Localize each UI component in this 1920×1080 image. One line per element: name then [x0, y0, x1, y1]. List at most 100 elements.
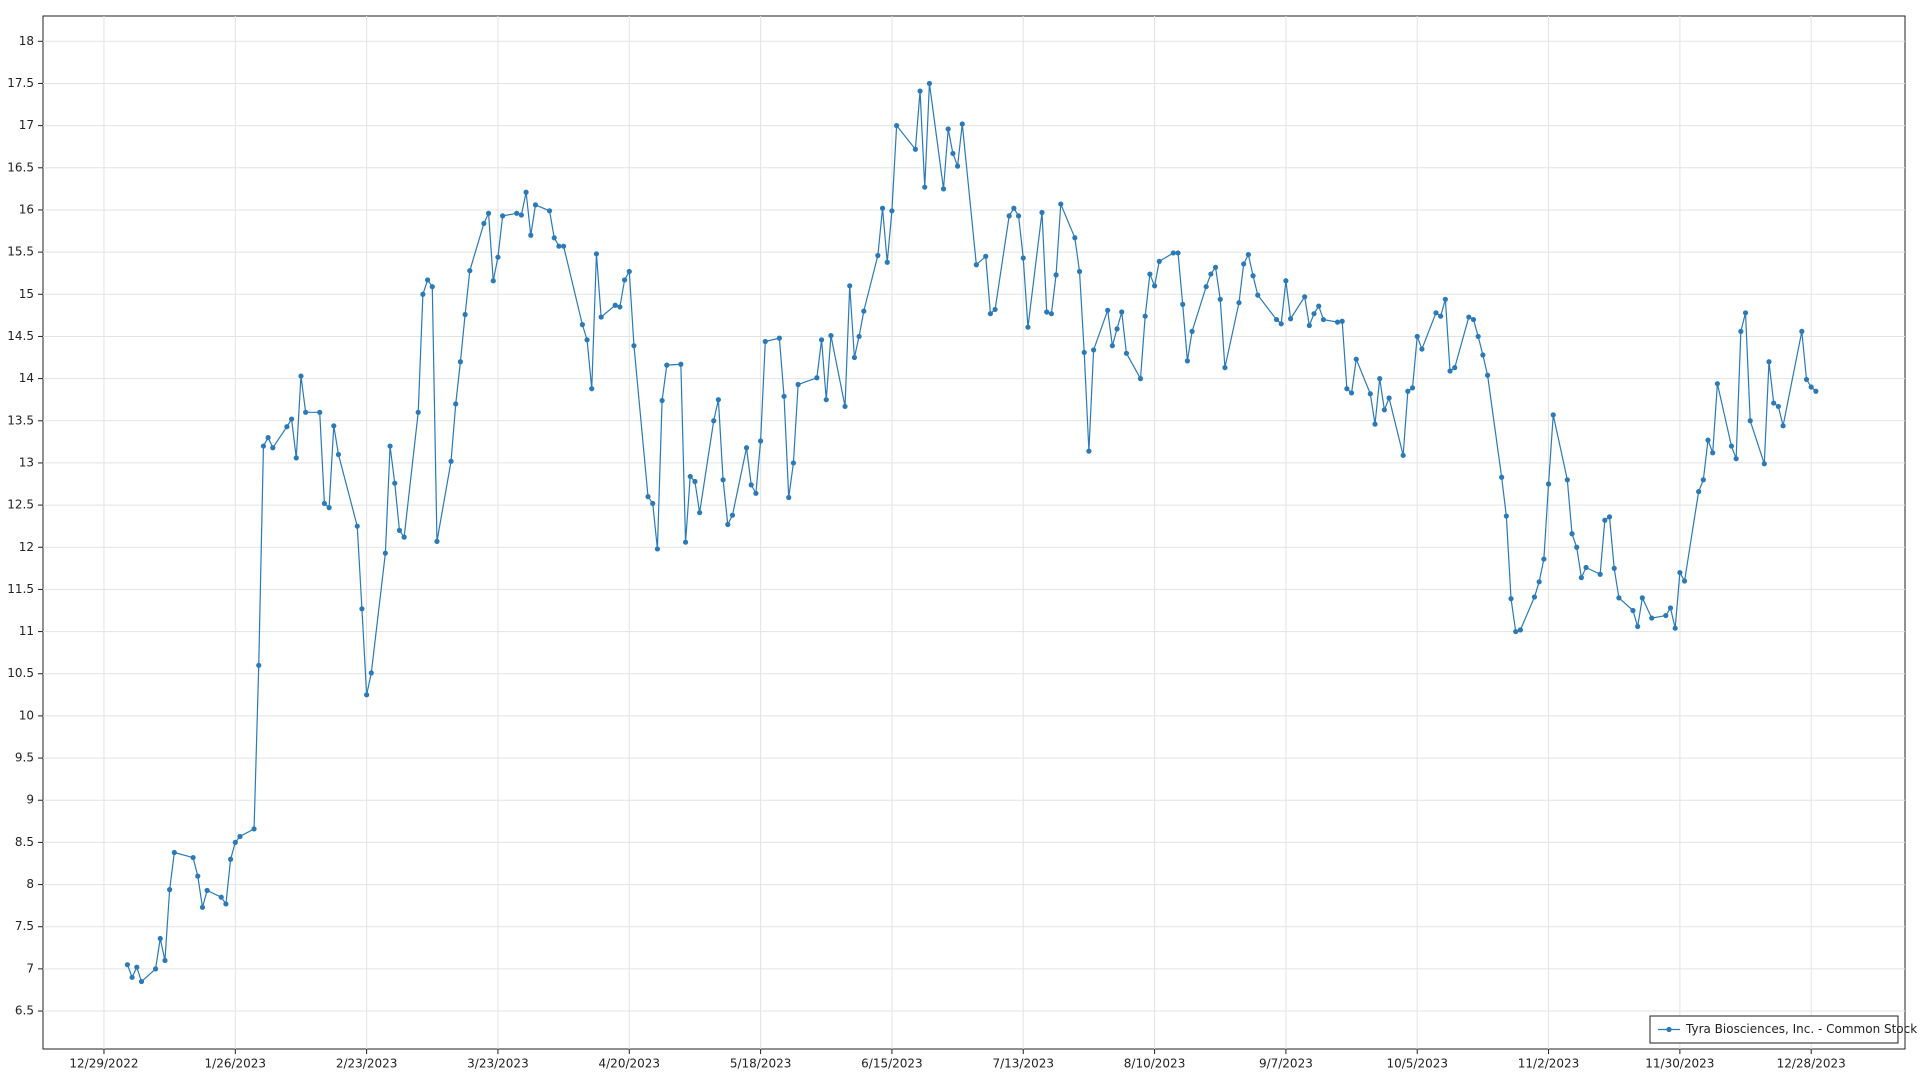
- data-point: [1287, 316, 1294, 322]
- data-point: [1808, 384, 1814, 390]
- data-point: [842, 403, 848, 410]
- y-tick-label: 10: [19, 708, 34, 722]
- data-point: [1733, 456, 1739, 462]
- y-tick-label: 12: [19, 540, 34, 554]
- data-point: [1386, 395, 1392, 401]
- data-point: [251, 826, 257, 832]
- data-point: [894, 123, 900, 129]
- data-point: [256, 662, 262, 668]
- data-point: [420, 291, 426, 297]
- data-point: [664, 362, 670, 368]
- data-point: [1480, 352, 1486, 358]
- data-point: [1348, 390, 1355, 396]
- data-point: [617, 304, 623, 310]
- legend-label: Tyra Biosciences, Inc. - Common Stock: [1685, 1022, 1917, 1036]
- data-point: [434, 538, 440, 544]
- y-tick-label: 9.5: [15, 751, 34, 765]
- data-point: [743, 445, 750, 451]
- data-point: [631, 343, 637, 349]
- data-point: [561, 243, 567, 249]
- data-point: [429, 284, 435, 290]
- data-point: [912, 146, 918, 152]
- data-point: [621, 277, 628, 283]
- data-point: [1742, 310, 1749, 316]
- data-point: [1728, 443, 1735, 449]
- data-point: [697, 510, 703, 516]
- y-tick-label: 7.5: [15, 919, 34, 933]
- data-point: [171, 849, 177, 856]
- data-point: [818, 337, 825, 343]
- data-point: [167, 887, 173, 893]
- data-point: [687, 473, 693, 480]
- data-point: [204, 887, 210, 894]
- data-point: [1442, 296, 1448, 302]
- data-point: [711, 418, 717, 424]
- data-point: [232, 839, 238, 846]
- data-point: [1470, 316, 1477, 323]
- legend-marker: [1666, 1026, 1672, 1033]
- data-point: [1039, 209, 1045, 216]
- data-point: [1011, 205, 1017, 211]
- series-line: [126, 83, 1817, 983]
- data-point: [781, 393, 787, 399]
- data-point: [288, 416, 295, 422]
- data-point: [1015, 213, 1022, 219]
- data-point: [612, 302, 618, 308]
- data-point: [1405, 388, 1411, 394]
- y-tick-label: 17.5: [7, 76, 34, 90]
- data-point: [757, 438, 764, 444]
- data-point: [1302, 294, 1308, 300]
- data-point: [1649, 615, 1655, 621]
- data-point: [1616, 595, 1622, 601]
- data-point: [1714, 381, 1720, 387]
- data-point: [1048, 311, 1054, 317]
- data-point: [1208, 271, 1214, 277]
- data-point: [298, 373, 304, 379]
- data-point: [453, 401, 459, 407]
- data-point: [199, 904, 206, 910]
- x-tick-label: 11/2/2023: [1518, 1057, 1580, 1071]
- y-tick-label: 6.5: [15, 1004, 34, 1018]
- data-point: [1433, 310, 1439, 316]
- data-point: [1273, 316, 1280, 323]
- data-point: [983, 253, 989, 259]
- data-point: [303, 409, 309, 415]
- data-point: [1550, 412, 1556, 418]
- data-point: [1672, 625, 1678, 631]
- data-point: [1578, 575, 1584, 581]
- data-point: [124, 962, 131, 968]
- data-point: [1447, 368, 1453, 374]
- data-point: [1611, 565, 1617, 571]
- data-point: [1639, 595, 1645, 601]
- data-point: [795, 381, 801, 388]
- data-point: [1156, 258, 1162, 264]
- data-point: [1175, 250, 1181, 256]
- data-point: [1072, 235, 1078, 241]
- data-point: [462, 311, 468, 318]
- data-point: [195, 873, 201, 879]
- data-point: [223, 901, 229, 907]
- x-tick-label: 2/23/2023: [336, 1057, 398, 1071]
- data-point: [1700, 477, 1706, 483]
- data-point: [354, 523, 360, 529]
- data-point: [654, 546, 661, 552]
- data-point: [1170, 250, 1176, 256]
- data-point: [1681, 578, 1688, 584]
- data-point: [401, 534, 407, 540]
- data-point: [692, 478, 698, 485]
- plot-area: [42, 15, 1906, 1050]
- data-point: [992, 306, 998, 313]
- data-point: [1484, 372, 1491, 378]
- data-point: [364, 692, 370, 698]
- data-point: [1766, 359, 1772, 365]
- x-tick-label: 3/23/2023: [467, 1057, 529, 1071]
- data-point: [1452, 365, 1458, 371]
- data-point: [551, 235, 557, 241]
- data-point: [889, 208, 895, 214]
- data-point: [1217, 296, 1223, 302]
- data-point: [467, 268, 473, 274]
- x-tick-label: 8/10/2023: [1124, 1057, 1186, 1071]
- data-point: [1222, 365, 1228, 371]
- data-point: [954, 163, 961, 169]
